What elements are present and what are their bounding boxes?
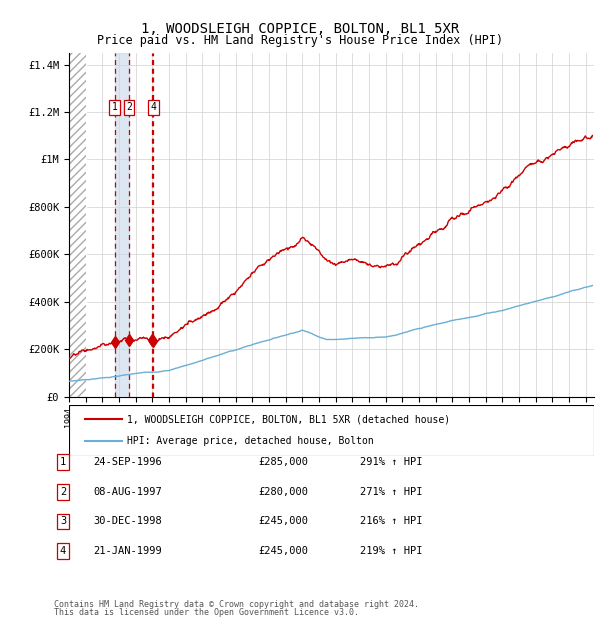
Text: 1, WOODSLEIGH COPPICE, BOLTON, BL1 5XR: 1, WOODSLEIGH COPPICE, BOLTON, BL1 5XR	[141, 22, 459, 36]
Text: 2: 2	[60, 487, 66, 497]
Text: 4: 4	[150, 102, 156, 112]
Text: 1: 1	[112, 102, 118, 112]
Text: 219% ↑ HPI: 219% ↑ HPI	[360, 546, 422, 556]
Bar	[69, 53, 86, 397]
Text: 216% ↑ HPI: 216% ↑ HPI	[360, 516, 422, 526]
Text: £245,000: £245,000	[258, 516, 308, 526]
Text: 21-JAN-1999: 21-JAN-1999	[93, 546, 162, 556]
Bar	[69, 53, 86, 397]
Text: £280,000: £280,000	[258, 487, 308, 497]
Text: Contains HM Land Registry data © Crown copyright and database right 2024.: Contains HM Land Registry data © Crown c…	[54, 600, 419, 609]
Text: 271% ↑ HPI: 271% ↑ HPI	[360, 487, 422, 497]
Text: 2: 2	[126, 102, 132, 112]
Text: 291% ↑ HPI: 291% ↑ HPI	[360, 457, 422, 467]
Text: £245,000: £245,000	[258, 546, 308, 556]
Bar	[115, 53, 129, 397]
Text: 4: 4	[60, 546, 66, 556]
Text: 3: 3	[60, 516, 66, 526]
Text: £285,000: £285,000	[258, 457, 308, 467]
Text: This data is licensed under the Open Government Licence v3.0.: This data is licensed under the Open Gov…	[54, 608, 359, 617]
FancyBboxPatch shape	[69, 405, 594, 456]
Text: 1, WOODSLEIGH COPPICE, BOLTON, BL1 5XR (detached house): 1, WOODSLEIGH COPPICE, BOLTON, BL1 5XR (…	[127, 414, 450, 424]
Text: 30-DEC-1998: 30-DEC-1998	[93, 516, 162, 526]
Text: 24-SEP-1996: 24-SEP-1996	[93, 457, 162, 467]
Text: Price paid vs. HM Land Registry's House Price Index (HPI): Price paid vs. HM Land Registry's House …	[97, 34, 503, 47]
Text: HPI: Average price, detached house, Bolton: HPI: Average price, detached house, Bolt…	[127, 436, 373, 446]
Text: 08-AUG-1997: 08-AUG-1997	[93, 487, 162, 497]
Text: 1: 1	[60, 457, 66, 467]
